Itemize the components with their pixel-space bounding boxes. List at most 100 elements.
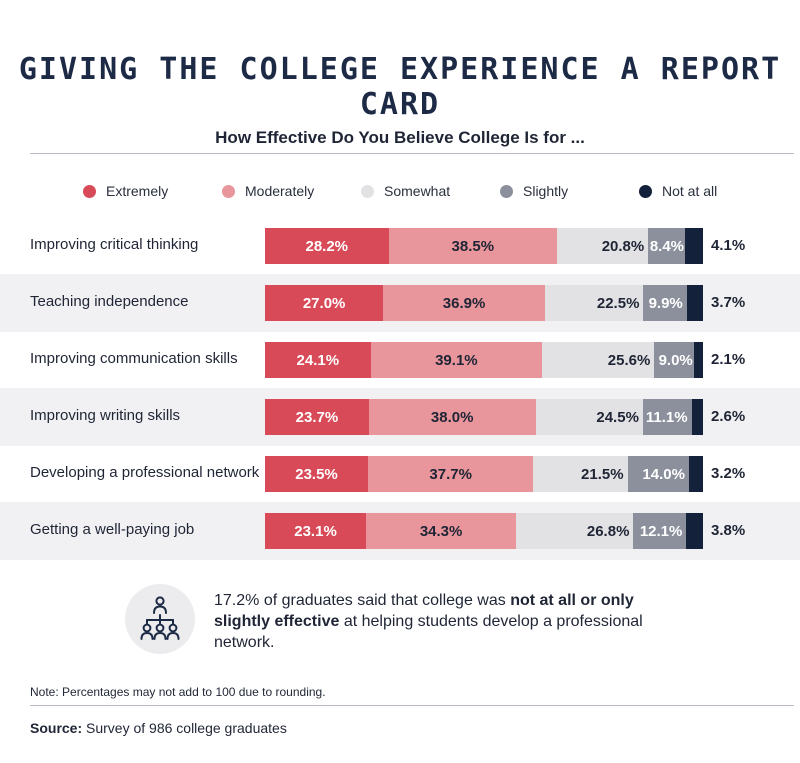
divider bbox=[30, 153, 794, 154]
bar-segment: 39.1% bbox=[370, 342, 543, 378]
bar-segment: 11.1% bbox=[642, 399, 692, 435]
stacked-bar: 24.1% 39.1% 25.6% 9.0% bbox=[265, 342, 703, 378]
data-label: 9.0% bbox=[658, 351, 693, 369]
data-label: 8.4% bbox=[649, 237, 685, 255]
category-label: Improving critical thinking bbox=[30, 236, 199, 253]
bar-segment: 37.7% bbox=[368, 456, 534, 492]
bar-segment bbox=[688, 456, 703, 492]
bar-segment: 9.0% bbox=[654, 342, 694, 378]
category-label: Teaching independence bbox=[30, 293, 189, 310]
legend-swatch bbox=[222, 184, 235, 198]
data-label: 21.5% bbox=[581, 465, 624, 483]
legend-item: Moderately bbox=[222, 183, 314, 199]
chart-title: How Effective Do You Believe College Is … bbox=[215, 128, 585, 147]
stacked-bar: 27.0% 36.9% 22.5% 9.9% bbox=[265, 285, 703, 321]
bar-segment: 27.0% bbox=[265, 285, 384, 321]
bar-segment: 14.0% bbox=[627, 456, 689, 492]
stacked-bar: 23.1% 34.3% 26.8% 12.1% bbox=[265, 513, 703, 549]
data-label: 9.9% bbox=[648, 294, 683, 312]
chart-row: Teaching independence 27.0% 36.9% 22.5% 9.9%… bbox=[0, 274, 800, 332]
data-label: 38.5% bbox=[451, 237, 495, 255]
category-label: Getting a well-paying job bbox=[30, 521, 195, 538]
bar-segment: 23.7% bbox=[265, 399, 369, 435]
data-label: 3.2% bbox=[711, 465, 746, 482]
data-label: 25.6% bbox=[607, 351, 651, 369]
legend-swatch bbox=[83, 184, 96, 198]
chart-row: Improving writing skills 23.7% 38.0% 24.5% 1… bbox=[0, 388, 800, 446]
footnote: Note: Percentages may not add to 100 due… bbox=[30, 685, 326, 699]
data-label: 38.0% bbox=[430, 408, 474, 426]
data-label: 2.6% bbox=[711, 408, 746, 425]
legend-item: Not at all bbox=[639, 183, 717, 199]
chart-row: Improving critical thinking 28.2% 38.5% 20.… bbox=[0, 217, 800, 275]
data-label: 23.7% bbox=[295, 408, 339, 426]
data-label: 24.1% bbox=[296, 351, 340, 369]
bar-segment: 9.9% bbox=[643, 285, 687, 321]
data-label: 22.5% bbox=[596, 294, 640, 312]
page-title: GIVING THE COLLEGE EXPERIENCE A REPORT C… bbox=[18, 52, 782, 122]
legend-item: Slightly bbox=[500, 183, 568, 199]
chart-row: Improving communication skills 24.1% 39.1%… bbox=[0, 331, 800, 389]
legend-label: Moderately bbox=[245, 183, 315, 199]
data-label: 27.0% bbox=[302, 294, 346, 312]
data-label: 3.8% bbox=[711, 522, 746, 539]
data-label: 34.3% bbox=[419, 522, 463, 540]
data-label: 28.2% bbox=[305, 237, 349, 255]
category-label: Improving writing skills bbox=[30, 407, 181, 424]
stacked-bar: 23.5% 37.7% 21.5% 14.0% bbox=[265, 456, 703, 492]
data-label: 11.1% bbox=[645, 408, 688, 426]
data-label: 12.1% bbox=[639, 522, 683, 540]
network-people-icon bbox=[125, 584, 195, 654]
bar-segment bbox=[691, 399, 703, 435]
bar-segment bbox=[693, 342, 703, 378]
bar-segment: 38.5% bbox=[388, 228, 558, 264]
source-line: Source: Survey of 986 college graduates bbox=[30, 720, 287, 736]
data-label: 3.7% bbox=[711, 294, 746, 311]
bar-segment: 23.1% bbox=[265, 513, 367, 549]
bar-segment bbox=[686, 285, 703, 321]
legend-item: Extremely bbox=[83, 183, 168, 199]
legend-swatch bbox=[361, 184, 374, 198]
bar-segment: 34.3% bbox=[366, 513, 517, 549]
legend-label: Not at all bbox=[662, 183, 718, 199]
legend-label: Slightly bbox=[523, 183, 569, 199]
bar-segment: 22.5% bbox=[544, 285, 644, 321]
data-label: 23.5% bbox=[295, 465, 338, 483]
divider bbox=[30, 705, 794, 706]
bar-segment: 8.4% bbox=[648, 228, 686, 264]
data-label: 26.8% bbox=[586, 522, 630, 540]
bar-segment bbox=[686, 513, 703, 549]
bar-segment: 38.0% bbox=[368, 399, 536, 435]
data-label: 24.5% bbox=[596, 408, 639, 426]
chart-row: Developing a professional network 23.5% 37… bbox=[0, 445, 800, 503]
data-label: 37.7% bbox=[429, 465, 472, 483]
bar-segment: 24.5% bbox=[535, 399, 643, 435]
stacked-bar: 28.2% 38.5% 20.8% 8.4% bbox=[265, 228, 703, 264]
data-label: 23.1% bbox=[294, 522, 337, 540]
bar-segment: 24.1% bbox=[265, 342, 371, 378]
data-label: 36.9% bbox=[442, 294, 486, 312]
bar-segment: 23.5% bbox=[265, 456, 369, 492]
bar-segment: 36.9% bbox=[383, 285, 545, 321]
stacked-bar: 23.7% 38.0% 24.5% 11.1% bbox=[265, 399, 703, 435]
category-label: Improving communication skills bbox=[30, 350, 238, 367]
legend-label: Somewhat bbox=[384, 183, 451, 199]
bar-segment: 20.8% bbox=[557, 228, 649, 264]
data-label: 39.1% bbox=[435, 351, 478, 369]
bar-segment: 12.1% bbox=[633, 513, 687, 549]
callout-text: 17.2% of graduates said that college was… bbox=[214, 592, 643, 651]
data-label: 2.1% bbox=[711, 351, 746, 368]
bar-segment bbox=[685, 228, 703, 264]
chart-row: Getting a well-paying job 23.1% 34.3% 26.8%… bbox=[0, 502, 800, 560]
legend-label: Extremely bbox=[106, 183, 169, 199]
bar-segment: 26.8% bbox=[516, 513, 634, 549]
data-label: 4.1% bbox=[711, 237, 746, 254]
bar-segment: 28.2% bbox=[265, 228, 389, 264]
bar-segment: 25.6% bbox=[542, 342, 655, 378]
legend-swatch bbox=[500, 184, 513, 198]
legend-item: Somewhat bbox=[361, 183, 450, 199]
category-label: Developing a professional network bbox=[30, 464, 260, 481]
legend: Extremely Moderately Somewhat Slightly Not a… bbox=[0, 183, 800, 205]
legend-swatch bbox=[639, 184, 652, 198]
data-label: 20.8% bbox=[601, 237, 645, 255]
